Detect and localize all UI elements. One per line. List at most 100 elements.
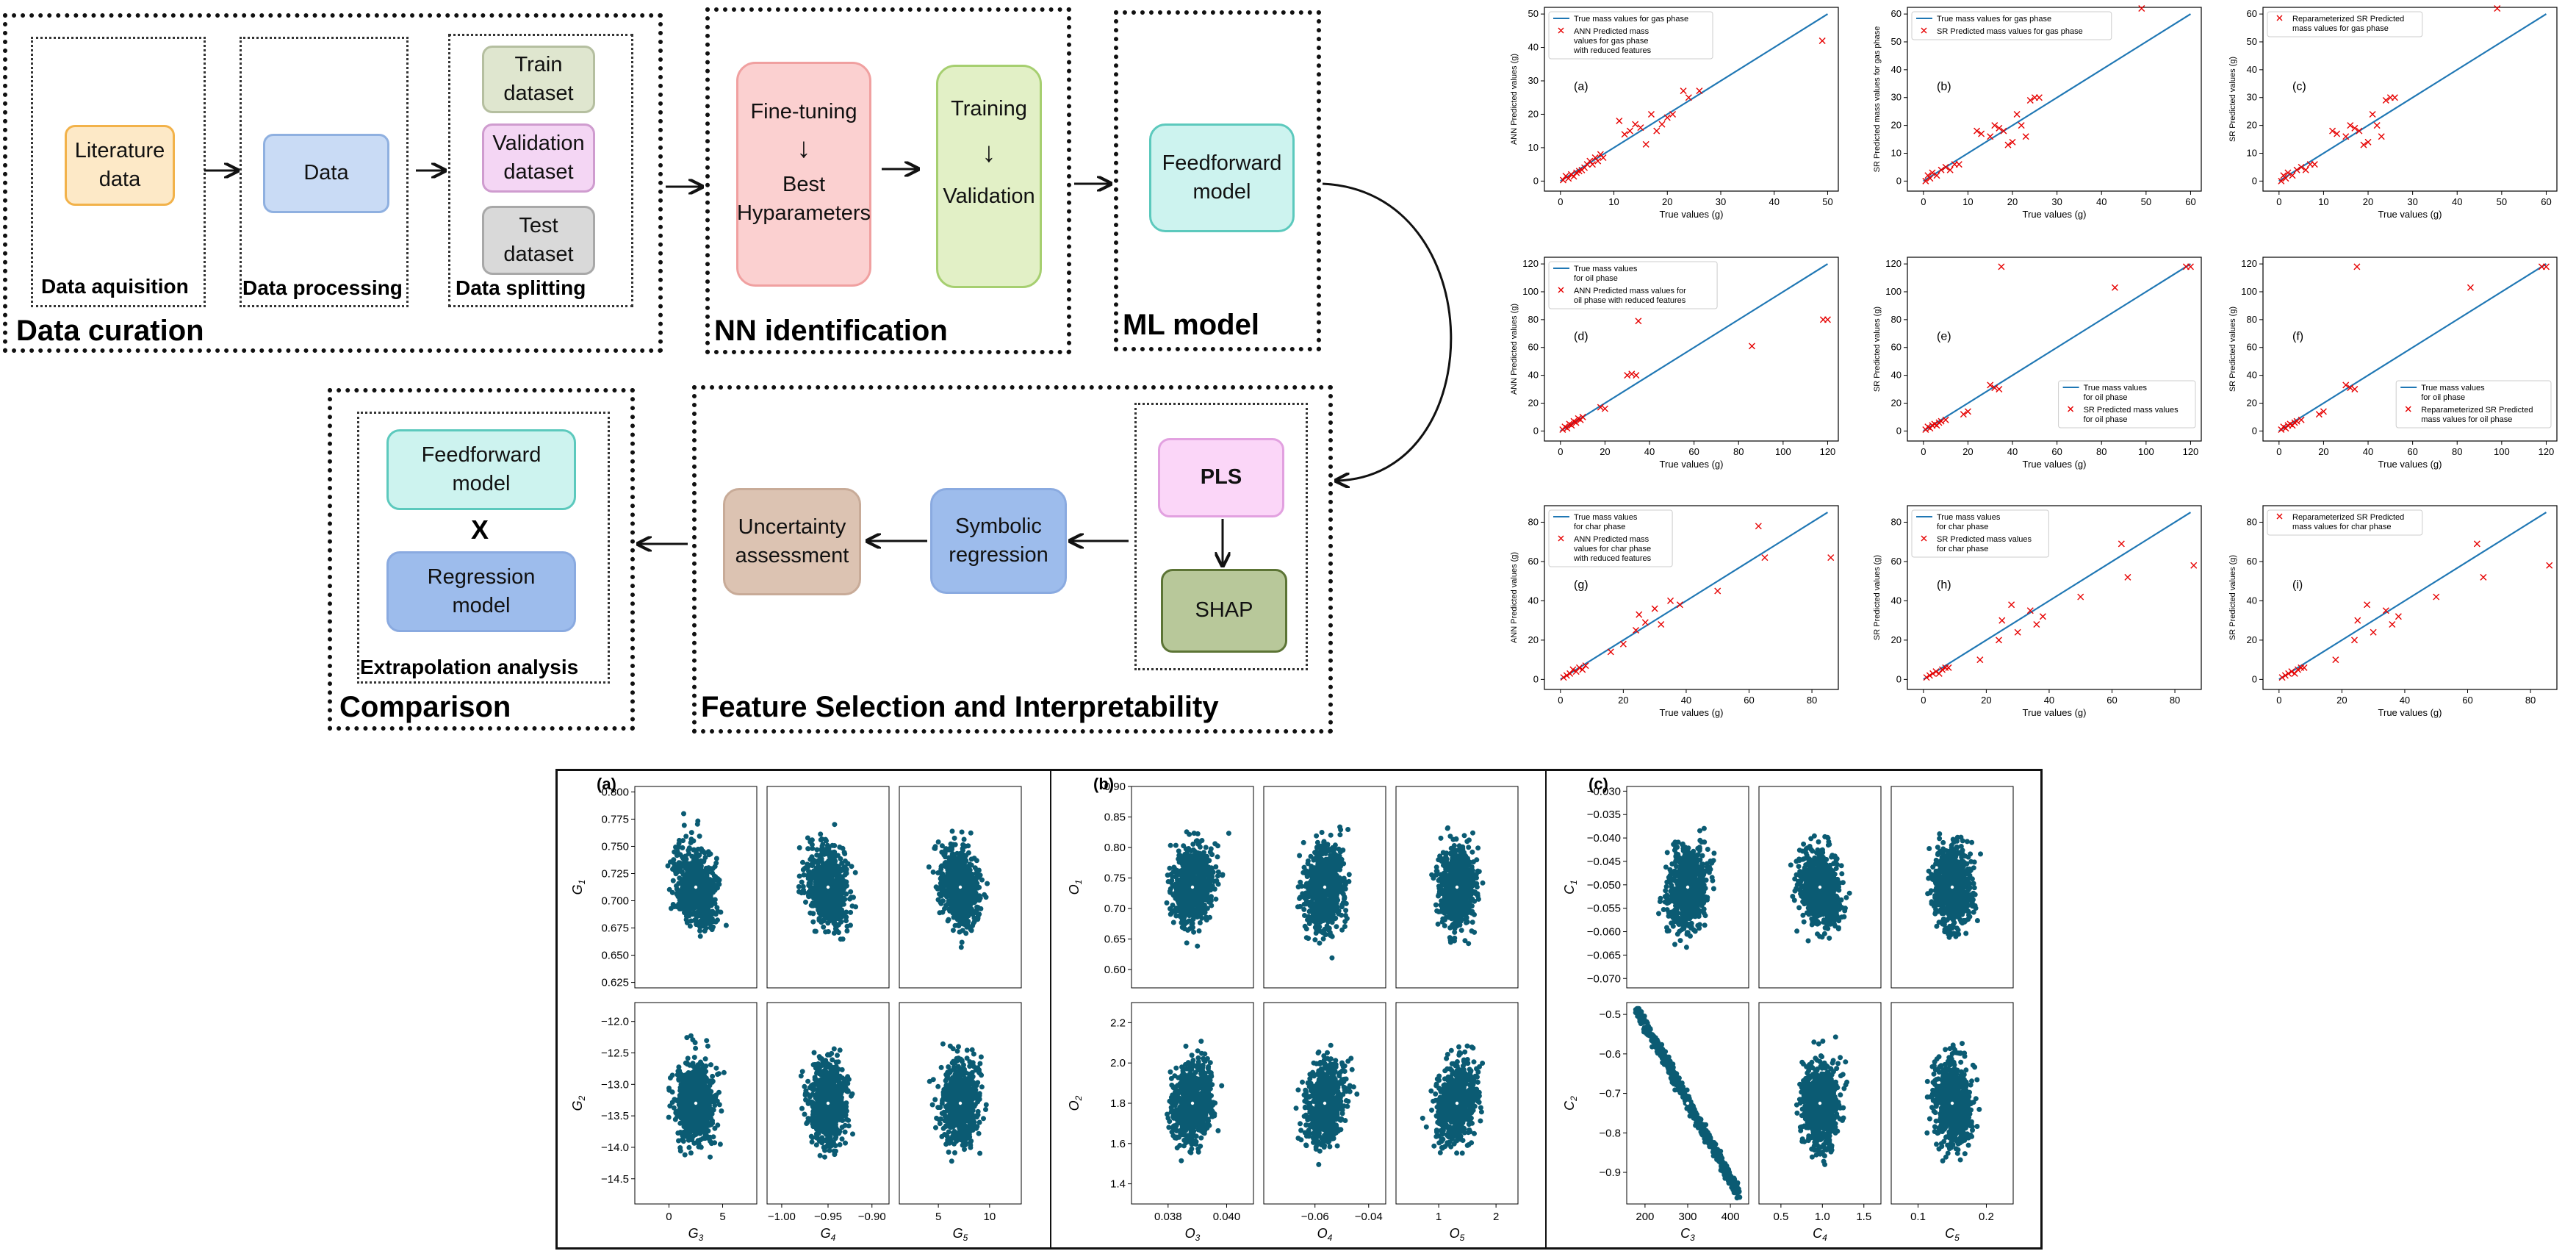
prediction-point [2370, 628, 2377, 636]
x-tick-label: −0.90 [858, 1211, 886, 1223]
x-tick-label: 0.040 [1213, 1211, 1241, 1223]
prediction-point [1929, 670, 1937, 677]
node-cmp-feedforward: Feedforward model [386, 429, 576, 510]
x-tick-label: 200 [1636, 1211, 1654, 1223]
legend-marker-swatch [1921, 535, 1927, 542]
x-tick-label: 40 [1681, 695, 1691, 706]
prediction-point [2332, 656, 2339, 664]
legend-line-text: True mass values [2084, 384, 2148, 392]
y-tick-label: −0.040 [1587, 832, 1621, 845]
legend-marker-text: SR Predicted mass values for gas phase [1937, 27, 2083, 36]
node-symbolic-regression: Symbolic regression [930, 488, 1067, 594]
legend-marker-text: mass values for oil phase [2421, 415, 2512, 424]
prediction-point [1976, 656, 1984, 664]
col-axis-label: G5 [953, 1226, 968, 1243]
posterior-samples-cloud [927, 1041, 989, 1164]
y-tick-label: −0.8 [1599, 1127, 1621, 1139]
y-tick-label: 1.4 [1110, 1178, 1126, 1191]
prediction-point [1923, 674, 1930, 681]
section-ml-model [1114, 10, 1321, 351]
prediction-point [1564, 425, 1571, 432]
y-tick-label: 60 [2247, 8, 2257, 19]
section-feature-selection [692, 385, 1333, 734]
subsection-extrapolation [357, 412, 610, 684]
x-axis-label: True values (g) [2023, 209, 2087, 220]
node-cmp-regression-line2: model [452, 594, 511, 617]
prediction-point [1616, 118, 1623, 125]
y-tick-label: −0.5 [1599, 1008, 1621, 1021]
x-tick-label: 60 [1744, 695, 1754, 706]
prediction-point [1658, 621, 1665, 628]
y-tick-label: 40 [1891, 595, 1902, 606]
prediction-point [2118, 540, 2125, 548]
prediction-point [2354, 617, 2361, 624]
y-tick-label: 30 [1528, 75, 1539, 86]
x-tick-label: 60 [2462, 695, 2472, 706]
parity-line [1923, 13, 2192, 182]
node-shap: SHAP [1161, 569, 1287, 653]
prediction-point [1619, 640, 1627, 648]
section-title-nn-identification: NN identification [714, 315, 948, 347]
parity-panel-g: 0 0 20 20 40 40 60 60 80 80 True values (g) ANN Pre… [1510, 505, 1839, 718]
x-tick-label: 80 [2096, 446, 2107, 457]
parity-panel-h: 0 0 20 20 40 40 60 60 80 80 True values (g) SR Pred… [1873, 505, 2202, 718]
parity-line [2278, 512, 2547, 681]
posterior-mean-marker [1190, 885, 1195, 889]
prediction-point [2077, 593, 2084, 601]
subsection-title-data-splitting: Data splitting [456, 276, 586, 299]
prediction-point [1628, 370, 1636, 378]
posterior-cell [1395, 1002, 1519, 1205]
parity-line [2278, 13, 2547, 182]
subsection-title-extrapolation: Extrapolation analysis [360, 656, 579, 678]
subsection-title-data-acquisition: Data aquisition [41, 275, 189, 298]
y-axis-label: ANN Predicted values (g) [1510, 304, 1519, 395]
y-tick-label: −12.5 [601, 1047, 629, 1060]
row-axis-subscript: 2 [577, 1095, 587, 1101]
posterior-scatter-grid: (a)G10.6250.6500.6750.7000.7250.7500.775… [570, 769, 2014, 1250]
node-test-line2: dataset [503, 243, 574, 266]
prediction-point [2039, 613, 2046, 620]
col-axis-subscript: 4 [1328, 1233, 1333, 1243]
subsection-pls-shap [1134, 403, 1308, 670]
y-tick-label: 0.80 [1104, 842, 1126, 854]
node-validation-line1: Validation [492, 131, 585, 155]
legend-line-text: True mass values [1937, 513, 2001, 522]
legend-line-text: True mass values for gas phase [1937, 15, 2051, 24]
legend-line-text: for oil phase [1574, 274, 1618, 283]
col-axis-label: C5 [1945, 1226, 1960, 1243]
legend-marker-text: Reparameterized SR Predicted [2421, 406, 2533, 415]
node-data: Data [263, 134, 389, 213]
panel-tag: (d) [1574, 331, 1589, 343]
col-axis-label: O3 [1185, 1226, 1201, 1243]
prediction-point [1601, 405, 1608, 412]
prediction-point [1572, 419, 1580, 426]
posterior-mean-marker [1323, 885, 1327, 889]
x-tick-label: 50 [2497, 196, 2507, 207]
posterior-mean-marker [958, 1101, 963, 1105]
y-tick-label: −0.045 [1587, 856, 1621, 868]
legend-box [1911, 509, 2049, 558]
prediction-point [2467, 284, 2474, 291]
x-axis-label: True values (g) [1660, 707, 1724, 718]
x-tick-label: 0.2 [1979, 1211, 1994, 1223]
y-tick-label: 10 [1891, 147, 1902, 158]
y-tick-label: 0.625 [601, 977, 629, 989]
arrow-ml-to-feature [1322, 182, 1453, 481]
y-tick-label: 60 [2247, 342, 2257, 353]
x-tick-label: 20 [1962, 446, 1973, 457]
x-axis-label: True values (g) [2023, 459, 2087, 470]
prediction-point [2351, 124, 2359, 132]
y-tick-label: 60 [1891, 342, 1902, 353]
x-tick-label: 40 [2452, 196, 2462, 207]
posterior-samples-cloud [1293, 1042, 1360, 1167]
prediction-point [2353, 263, 2361, 270]
prediction-point [2289, 172, 2296, 179]
section-nn-identification [705, 7, 1071, 354]
parity-panel-i: 0 0 20 20 40 40 60 60 80 80 True values (g) SR Pred… [2228, 505, 2558, 718]
y-tick-label: 20 [2247, 634, 2257, 645]
x-tick-label: 100 [2138, 446, 2154, 457]
node-test-line1: Test [519, 213, 558, 237]
legend-marker-swatch [1921, 27, 1927, 34]
